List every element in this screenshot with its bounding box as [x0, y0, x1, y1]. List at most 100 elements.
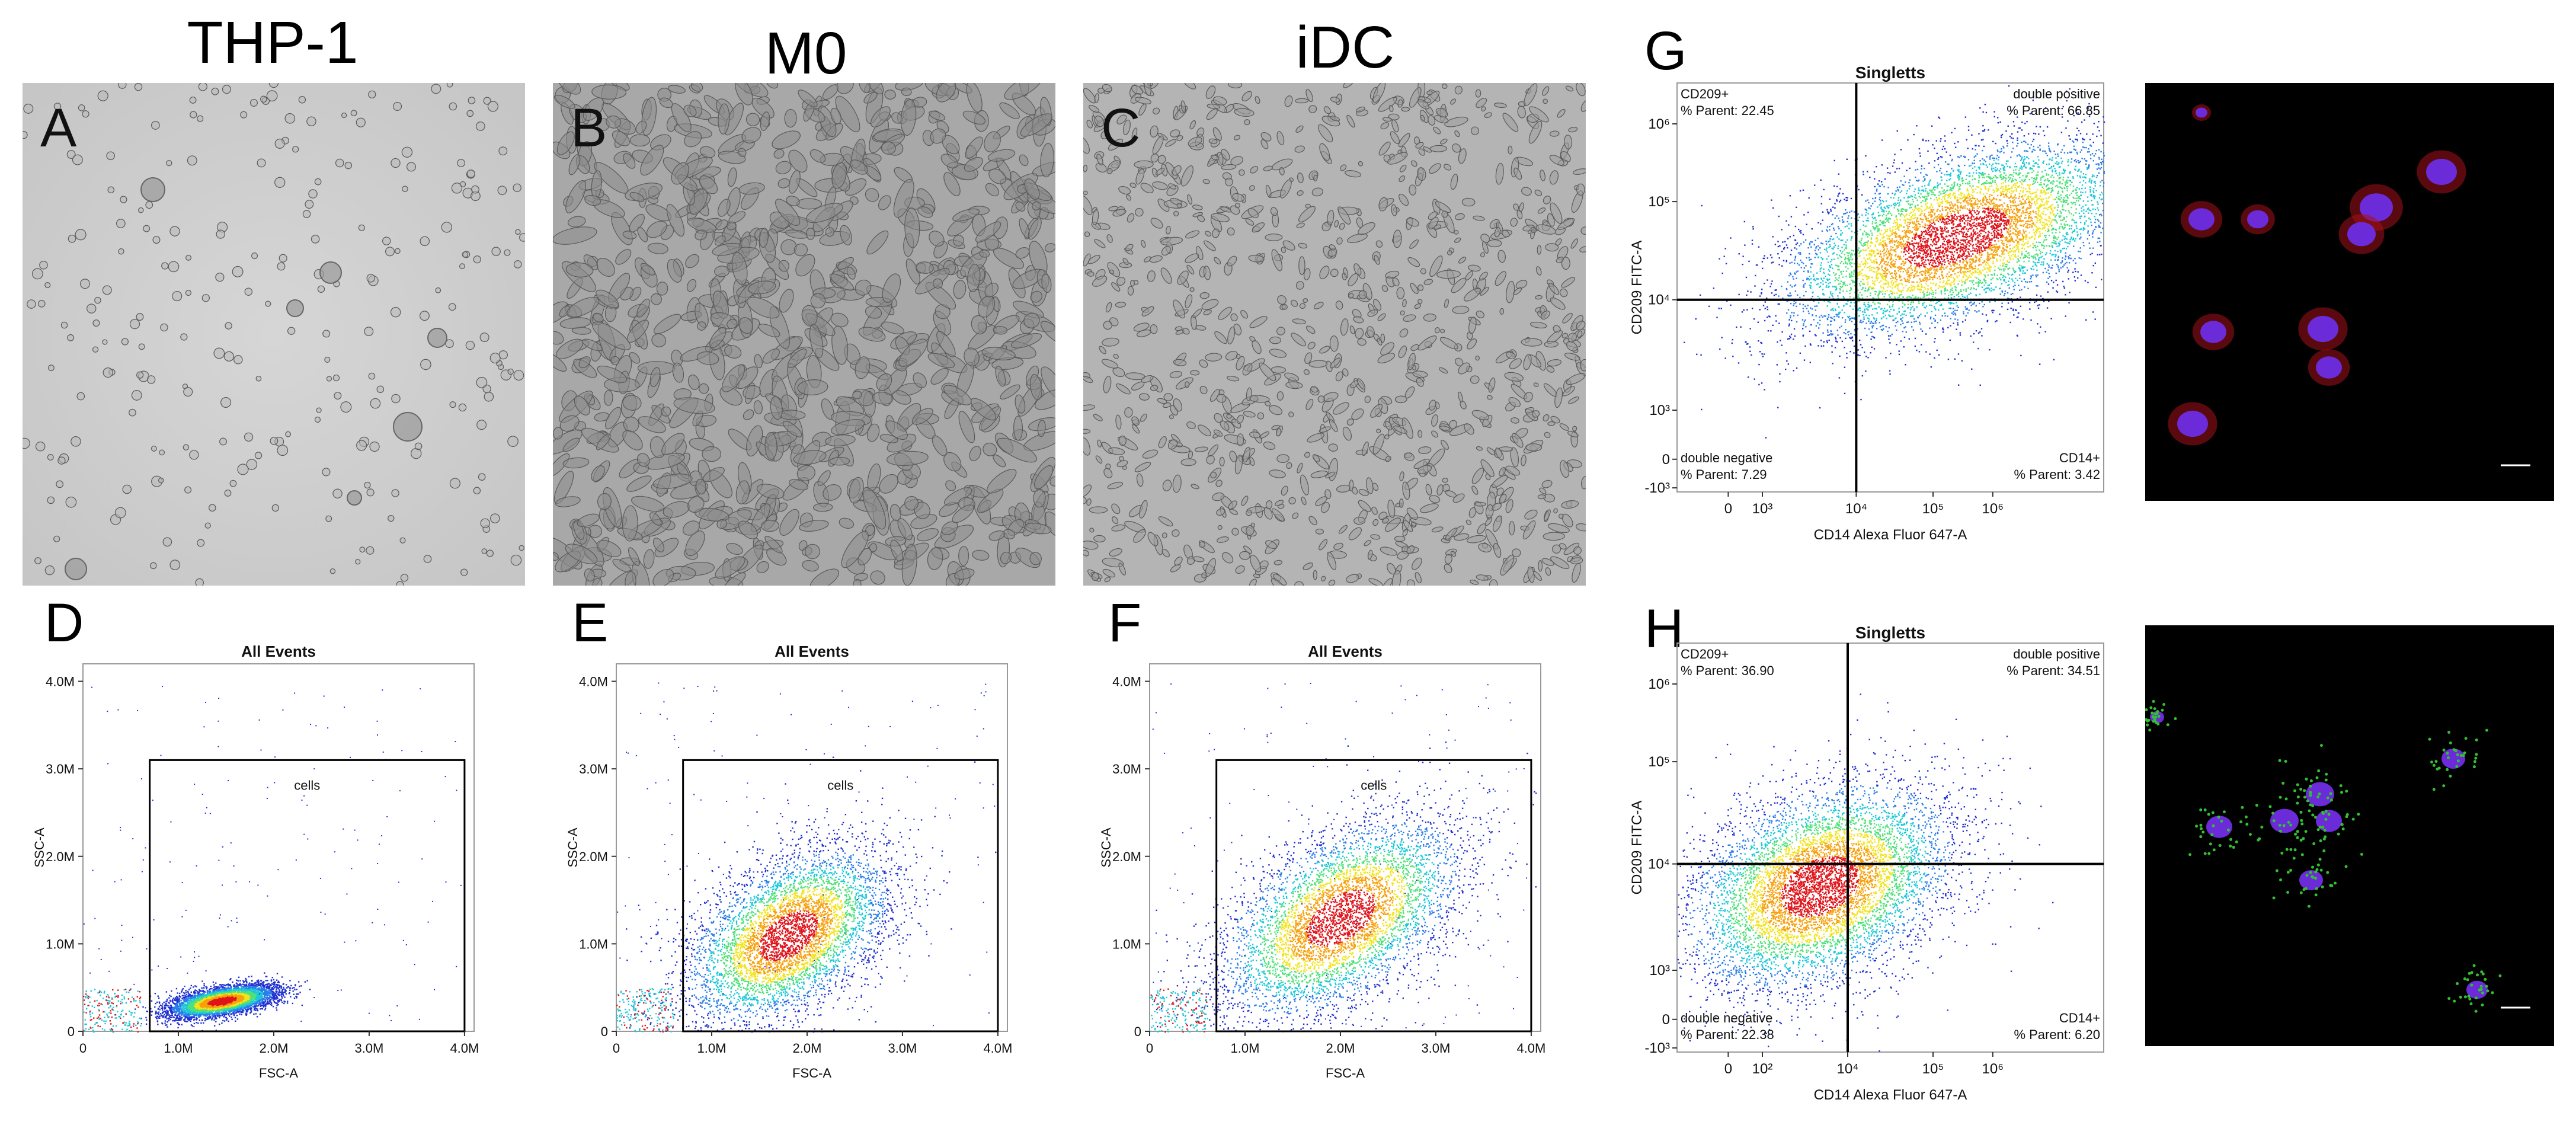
y-tick-label: 0: [601, 1024, 608, 1039]
y-tick-label: 3.0M: [46, 762, 75, 776]
x-tick-label: 2.0M: [259, 1041, 288, 1056]
x-tick-label: 10⁶: [1982, 501, 2004, 517]
chart-title: All Events: [241, 642, 316, 660]
gate-box: [682, 759, 999, 1032]
x-axis-label: CD14 Alexa Fluor 647-A: [1814, 1087, 1967, 1103]
x-tick-label: 2.0M: [792, 1041, 821, 1056]
y-tick-label: 3.0M: [579, 762, 608, 776]
y-tick-label: 10⁵: [1648, 194, 1670, 210]
x-tick-label: 10⁴: [1845, 501, 1867, 517]
micrograph-thp1-image: [23, 83, 525, 586]
quadrant-ur-name: double positive: [2013, 647, 2100, 661]
y-tick-label: 4.0M: [46, 675, 75, 689]
y-tick-label: 4.0M: [1112, 675, 1141, 689]
y-tick-label: 10⁶: [1648, 116, 1670, 132]
x-axis-label: FSC-A: [259, 1066, 298, 1081]
column-title-m0: M0: [711, 24, 901, 83]
scatter-plot-e: All Events cells 0 1.0M 2.0M 3.0M 4.0M 0 1.0M 2.0…: [565, 642, 1012, 1081]
plot-frame: [82, 663, 475, 1032]
gate-label: cells: [294, 778, 320, 792]
quadrant-lr-value: % Parent: 6.20: [2014, 1027, 2100, 1042]
confocal-image-h: [2145, 625, 2554, 1046]
panel-letter-f: F: [1108, 596, 1141, 650]
y-tick-label: 3.0M: [1112, 762, 1141, 776]
x-tick-label: 4.0M: [983, 1041, 1012, 1056]
panel-letter-c: C: [1101, 101, 1140, 155]
column-title-idc: iDC: [1250, 18, 1440, 77]
y-tick-label: -10³: [1644, 1040, 1670, 1056]
x-tick-label: 1.0M: [164, 1041, 193, 1056]
y-tick-label: 0: [68, 1024, 75, 1039]
chart-title: Singletts: [1855, 624, 1925, 642]
x-tick-label: 0: [1724, 501, 1732, 517]
y-axis-label: CD209 FITC-A: [1629, 801, 1645, 895]
gate-box: [149, 759, 466, 1032]
quadrant-ur-name: double positive: [2013, 87, 2100, 101]
y-axis-label: SSC-A: [1099, 827, 1113, 868]
scatter-points: [1150, 683, 1537, 1033]
micrograph-thp1: A: [23, 83, 525, 586]
y-tick-label: 1.0M: [46, 936, 75, 951]
x-axis-label: CD14 Alexa Fluor 647-A: [1814, 527, 1967, 543]
panel-letter-a: A: [40, 101, 76, 155]
confocal-h-cells: [2145, 699, 2530, 1013]
x-axis-label: FSC-A: [792, 1066, 831, 1081]
y-tick-label: 0: [1134, 1024, 1141, 1039]
panel-letter-g: G: [1644, 24, 1687, 78]
x-tick-label: 1.0M: [697, 1041, 727, 1056]
micrograph-m0-image: [553, 83, 1055, 586]
x-tick-label: 3.0M: [354, 1041, 383, 1056]
y-tick-label: 2.0M: [579, 849, 608, 864]
quadrant-ul-name: CD209+: [1681, 647, 1729, 661]
panel-letter-b: B: [571, 101, 607, 155]
quadrant-ul-value: % Parent: 22.45: [1681, 103, 1774, 118]
micrograph-idc: C: [1083, 83, 1586, 586]
scatter-points: [83, 686, 463, 1033]
scatter-plot-f: All Events cells 0 1.0M 2.0M 3.0M 4.0M 0 1.0M 2.0…: [1099, 642, 1545, 1081]
y-tick-label: 10⁴: [1648, 292, 1670, 308]
quadrant-ul-value: % Parent: 36.90: [1681, 663, 1774, 678]
panel-letter-d: D: [44, 596, 84, 650]
y-tick-label: 10⁴: [1648, 856, 1670, 872]
x-tick-label: 0: [1146, 1041, 1153, 1056]
chart-title: Singletts: [1855, 63, 1925, 82]
confocal-g-cells: [2168, 104, 2530, 466]
quadrant-lr-name: CD14+: [2059, 1011, 2100, 1025]
y-tick-label: -10³: [1644, 480, 1670, 496]
quadrant-plot-h: Singletts CD209+ % Parent: 36.90 double pos…: [1629, 624, 2104, 1103]
confocal-image-g: [2145, 83, 2554, 501]
y-tick-label: 1.0M: [579, 936, 608, 951]
y-tick-label: 10³: [1649, 402, 1670, 418]
micrograph-m0: B: [553, 83, 1055, 586]
x-tick-label: 10³: [1752, 501, 1773, 517]
x-tick-label: 3.0M: [1421, 1041, 1450, 1056]
micrograph-idc-image: [1083, 83, 1586, 586]
quadrant-ll-value: % Parent: 7.29: [1681, 467, 1767, 482]
quadrant-ll-name: double negative: [1681, 450, 1772, 465]
quadrant-lr-value: % Parent: 3.42: [2014, 467, 2100, 482]
x-tick-label: 3.0M: [888, 1041, 917, 1056]
quadrant-lr-name: CD14+: [2059, 450, 2100, 465]
y-tick-label: 10³: [1649, 963, 1670, 979]
x-tick-label: 0: [79, 1041, 87, 1056]
y-tick-label: 10⁶: [1648, 676, 1670, 692]
y-tick-label: 2.0M: [46, 849, 75, 864]
chart-title: All Events: [1308, 642, 1383, 660]
quadrant-ul-name: CD209+: [1681, 87, 1729, 101]
gate-label: cells: [827, 778, 853, 792]
x-tick-label: 4.0M: [1516, 1041, 1545, 1056]
y-tick-label: 4.0M: [579, 675, 608, 689]
quadrant-plot-g: Singletts CD209+ % Parent: 22.45 double pos…: [1629, 63, 2105, 543]
y-tick-label: 0: [1662, 452, 1670, 468]
x-axis-label: FSC-A: [1326, 1066, 1365, 1081]
y-axis-label: SSC-A: [565, 827, 580, 868]
y-tick-label: 10⁵: [1648, 754, 1670, 770]
scatter-points: [1677, 693, 2054, 1052]
y-tick-label: 2.0M: [1112, 849, 1141, 864]
gate-label: cells: [1361, 778, 1387, 792]
x-tick-label: 10⁶: [1982, 1061, 2004, 1077]
x-tick-label: 10²: [1752, 1061, 1773, 1077]
y-tick-label: 1.0M: [1112, 936, 1141, 951]
quadrant-ll-name: double negative: [1681, 1011, 1772, 1025]
panel-letter-e: E: [572, 596, 608, 650]
